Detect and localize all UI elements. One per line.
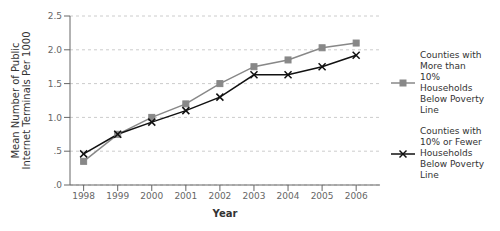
svg-text:1.5: 1.5 [48,79,62,89]
svg-text:2005: 2005 [311,191,334,201]
html-text:Line: Line [420,170,439,180]
svg-text:.5: .5 [53,146,62,156]
html-text:More than: More than [420,61,466,71]
svg-text:Mean Number of PublicInternet: Mean Number of PublicInternet Terminals … [10,31,32,169]
svg-text:2001: 2001 [174,191,197,201]
html-text:Households: Households [420,83,473,93]
html-text:Counties with: Counties with [420,50,482,60]
svg-text:2000: 2000 [140,191,163,201]
svg-text:2.0: 2.0 [48,45,63,55]
svg-text:Year: Year [212,208,238,219]
html-text:10%: 10% [420,72,440,82]
html-text:Line: Line [420,105,439,115]
svg-text:1998: 1998 [72,191,95,201]
html-text:Counties with: Counties with [420,126,482,136]
html-text:Households: Households [420,148,473,158]
svg-text:.0: .0 [53,180,62,190]
svg-text:2006: 2006 [345,191,368,201]
svg-text:2.5: 2.5 [48,11,62,21]
svg-text:1999: 1999 [106,191,129,201]
svg-text:1.0: 1.0 [48,113,63,123]
svg-text:2004: 2004 [277,191,300,201]
svg-text:2003: 2003 [243,191,266,201]
html-text:Below Poverty: Below Poverty [420,159,484,169]
svg-text:2002: 2002 [208,191,231,201]
html-text:10% or Fewer: 10% or Fewer [420,137,482,147]
html-text:Below Poverty: Below Poverty [420,94,484,104]
